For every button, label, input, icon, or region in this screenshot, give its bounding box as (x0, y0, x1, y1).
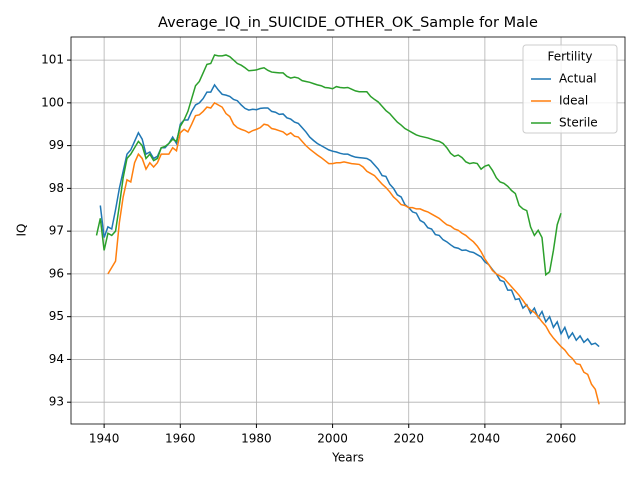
y-axis-label: IQ (15, 224, 29, 237)
legend-title: Fertility (547, 50, 592, 64)
line-series (107, 101, 600, 405)
line-series (95, 54, 562, 277)
x-tick-label: 1980 (241, 432, 272, 446)
x-tick-label: 2020 (393, 432, 424, 446)
x-tick-label: 1960 (165, 432, 196, 446)
x-tick-label: 1940 (89, 432, 120, 446)
plot-frame (70, 36, 626, 425)
y-tick-label: 94 (49, 352, 64, 366)
chart-title: Average_IQ_in_SUICIDE_OTHER_OK_Sample fo… (158, 15, 538, 31)
y-tick-label: 95 (49, 309, 64, 323)
x-tick-label: 2060 (546, 432, 577, 446)
y-tick-label: 96 (49, 266, 64, 280)
legend: Fertility Actual Ideal Sterile (522, 44, 618, 134)
x-axis-label: Years (331, 451, 364, 465)
legend-box (522, 44, 618, 134)
y-tick-label: 101 (41, 53, 64, 67)
y-tick-label: 100 (41, 95, 64, 109)
legend-label: Sterile (559, 116, 598, 130)
x-tick-label: 2040 (470, 432, 501, 446)
y-tick-label: 98 (49, 181, 64, 195)
y-tick-label: 93 (49, 395, 64, 409)
legend-label: Actual (559, 72, 597, 86)
legend-label: Ideal (559, 94, 588, 108)
y-tick-label: 97 (49, 224, 64, 238)
x-tick-label: 2000 (317, 432, 348, 446)
y-tick-label: 99 (49, 138, 64, 152)
